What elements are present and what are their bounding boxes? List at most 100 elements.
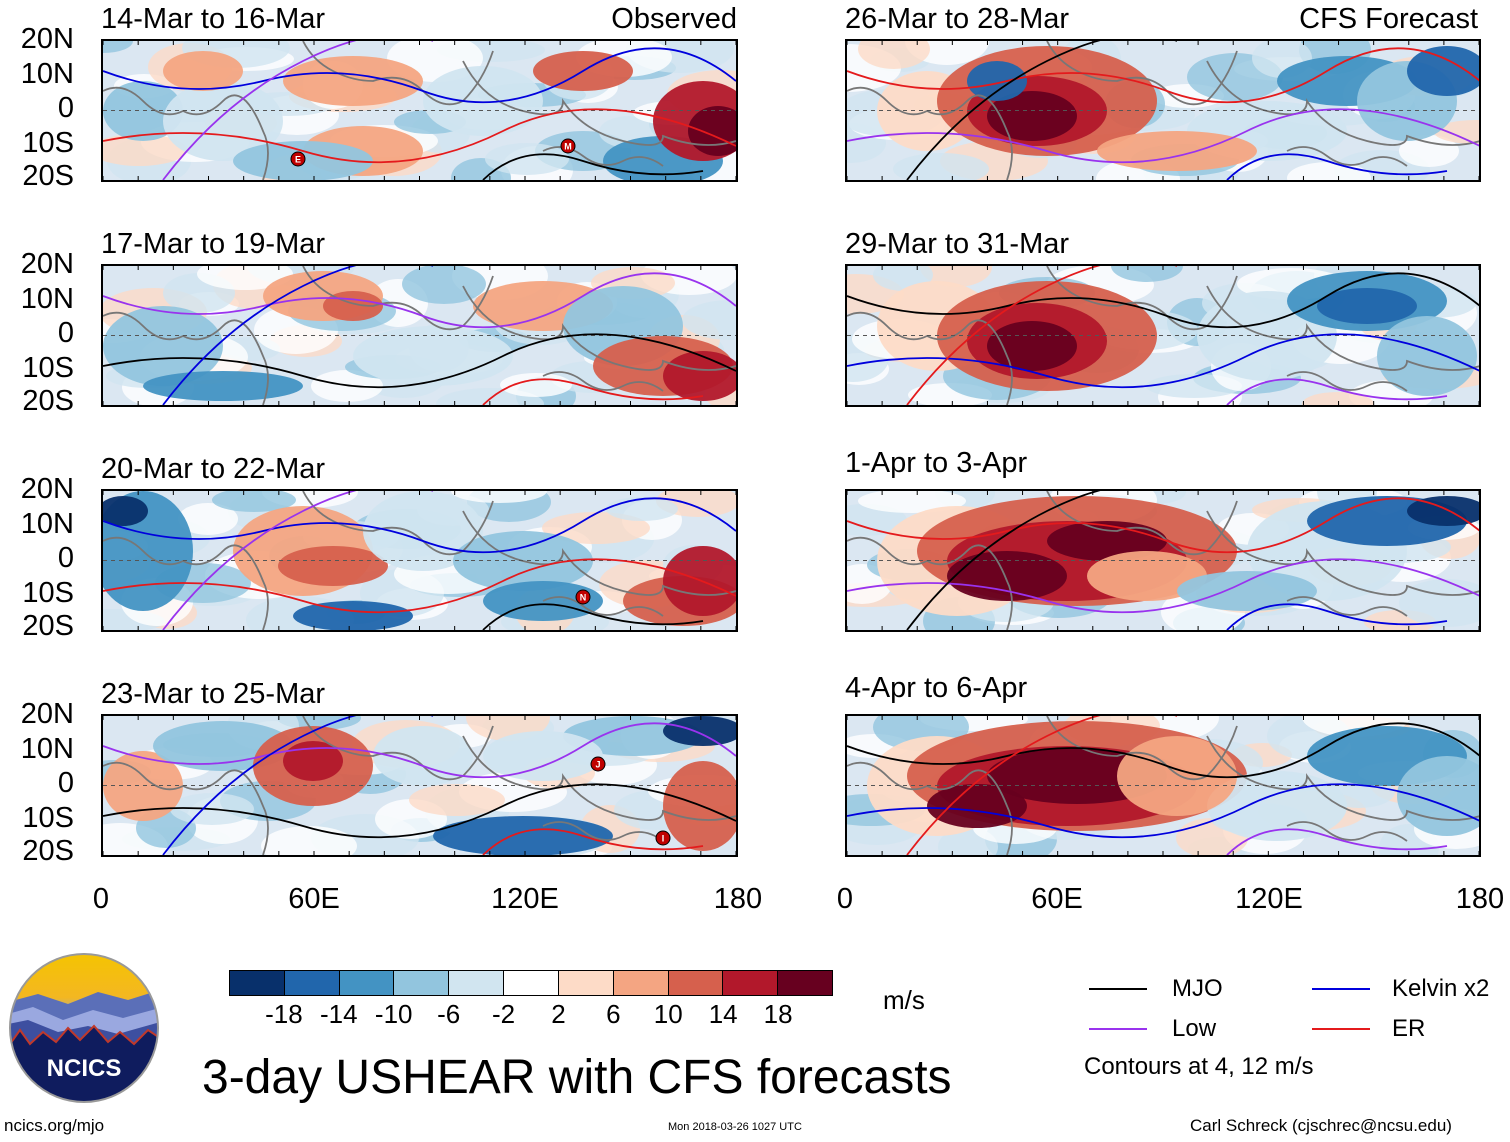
map-shading xyxy=(847,266,1479,405)
map-shading xyxy=(847,716,1479,855)
colorbar-label: 14 xyxy=(708,999,738,1029)
panel-title-right-1: 26-Mar to 28-Mar xyxy=(845,3,1070,35)
lat-label-row3-10s: 10S xyxy=(22,577,74,609)
legend-er-line xyxy=(1312,1028,1370,1030)
map-panel-right-3 xyxy=(845,489,1481,632)
colorbar-swatch xyxy=(449,971,505,995)
lat-label-row4-20s: 20S xyxy=(22,835,74,867)
colorbar-label: -18 xyxy=(265,999,303,1029)
panel-title-left-4: 23-Mar to 25-Mar xyxy=(101,678,326,710)
legend-mjo-label: MJO xyxy=(1172,975,1223,1002)
colorbar-label: 18 xyxy=(763,999,793,1029)
lat-label-row1-0: 0 xyxy=(57,92,74,124)
footer-author: Carl Schreck (cjschrec@ncsu.edu) xyxy=(1190,1116,1452,1135)
lat-label-row1-10n: 10N xyxy=(20,58,74,90)
lat-label-row3-20n: 20N xyxy=(20,473,74,505)
colorbar-swatch xyxy=(613,971,669,995)
storm-marker: E xyxy=(290,151,306,167)
colorbar-swatch xyxy=(339,971,395,995)
main-title: 3-day USHEAR with CFS forecasts xyxy=(202,1051,952,1104)
svg-text:J: J xyxy=(595,760,600,770)
footer-url: ncics.org/mjo xyxy=(4,1116,105,1135)
storm-marker: M xyxy=(560,138,576,154)
colorbar-units: m/s xyxy=(883,985,925,1015)
lat-label-row3-10n: 10N xyxy=(20,508,74,540)
map-shading xyxy=(847,491,1479,630)
lat-label-row1-20s: 20S xyxy=(22,160,74,192)
lon-label-left-0: 0 xyxy=(92,883,110,915)
lat-label-row2-20n: 20N xyxy=(20,248,74,280)
svg-text:I: I xyxy=(662,834,665,844)
colorbar-swatch xyxy=(284,971,340,995)
lon-label-left-60e: 60E xyxy=(288,883,340,915)
map-panel-right-1 xyxy=(845,39,1481,182)
panel-title-left-1: 14-Mar to 16-Mar xyxy=(101,3,326,35)
legend-low-line xyxy=(1089,1028,1147,1030)
lat-label-row3-0: 0 xyxy=(57,542,74,574)
lat-label-row4-20n: 20N xyxy=(20,698,74,730)
legend-mjo-line xyxy=(1089,988,1147,990)
panel-title-left-2: 17-Mar to 19-Mar xyxy=(101,228,326,260)
map-shading xyxy=(847,41,1479,180)
colorbar xyxy=(229,970,833,996)
legend-kelvin-label: Kelvin x2 xyxy=(1392,975,1490,1002)
svg-text:N: N xyxy=(580,593,587,603)
colorbar-label: -10 xyxy=(374,999,413,1029)
colorbar-label: 10 xyxy=(653,999,683,1029)
panel-title-left-3: 20-Mar to 22-Mar xyxy=(101,453,326,485)
map-panel-right-2 xyxy=(845,264,1481,407)
colorbar-swatch xyxy=(504,971,559,995)
panel-title-right-3: 1-Apr to 3-Apr xyxy=(845,447,1028,479)
ncics-logo: NCICS xyxy=(9,953,159,1103)
lat-label-row2-10s: 10S xyxy=(22,352,74,384)
lat-label-row2-10n: 10N xyxy=(20,283,74,315)
svg-text:M: M xyxy=(564,142,572,152)
colorbar-label: -2 xyxy=(491,999,516,1029)
colorbar-label: -14 xyxy=(320,999,358,1029)
storm-marker: J xyxy=(590,756,606,772)
panel-title-right-4: 4-Apr to 6-Apr xyxy=(845,672,1028,704)
colorbar-swatch xyxy=(723,971,779,995)
lat-label-row2-20s: 20S xyxy=(22,385,74,417)
colorbar-label: 6 xyxy=(606,999,621,1029)
colorbar-swatch xyxy=(230,971,285,995)
map-panel-right-4 xyxy=(845,714,1481,857)
lat-label-row4-10n: 10N xyxy=(20,733,74,765)
legend-er-label: ER xyxy=(1392,1015,1426,1042)
map-shading xyxy=(103,266,736,405)
lat-label-row4-0: 0 xyxy=(57,767,74,799)
lat-label-row1-10s: 10S xyxy=(22,127,74,159)
colorbar-swatch xyxy=(668,971,724,995)
legend-low-label: Low xyxy=(1172,1015,1217,1042)
lon-label-right-180: 180 xyxy=(1455,883,1505,915)
legend-note: Contours at 4, 12 m/s xyxy=(1084,1053,1314,1080)
colorbar-label: 2 xyxy=(551,999,566,1029)
svg-text:E: E xyxy=(295,155,301,165)
lon-label-right-120e: 120E xyxy=(1235,883,1303,915)
lon-label-left-120e: 120E xyxy=(491,883,559,915)
lon-label-right-60e: 60E xyxy=(1031,883,1083,915)
forecast-label: CFS Forecast xyxy=(1299,3,1478,35)
map-shading: EM xyxy=(103,41,736,180)
lat-label-row3-20s: 20S xyxy=(22,610,74,642)
legend-kelvin-line xyxy=(1312,988,1370,990)
colorbar-swatch xyxy=(558,971,614,995)
colorbar-swatch xyxy=(394,971,450,995)
storm-marker: I xyxy=(655,830,671,846)
lon-label-right-0: 0 xyxy=(836,883,854,915)
map-panel-left-2 xyxy=(101,264,738,407)
logo-text: NCICS xyxy=(47,1055,122,1082)
colorbar-swatch xyxy=(778,971,832,995)
lon-label-left-180: 180 xyxy=(713,883,763,915)
lat-label-row4-10s: 10S xyxy=(22,802,74,834)
colorbar-label: -6 xyxy=(437,999,461,1029)
map-shading: N xyxy=(103,491,736,630)
panel-title-right-2: 29-Mar to 31-Mar xyxy=(845,228,1070,260)
lat-label-row1-20n: 20N xyxy=(20,23,74,55)
map-shading: JI xyxy=(103,716,736,855)
observed-label: Observed xyxy=(611,3,737,35)
storm-marker: N xyxy=(575,589,591,605)
lat-label-row2-0: 0 xyxy=(57,317,74,349)
